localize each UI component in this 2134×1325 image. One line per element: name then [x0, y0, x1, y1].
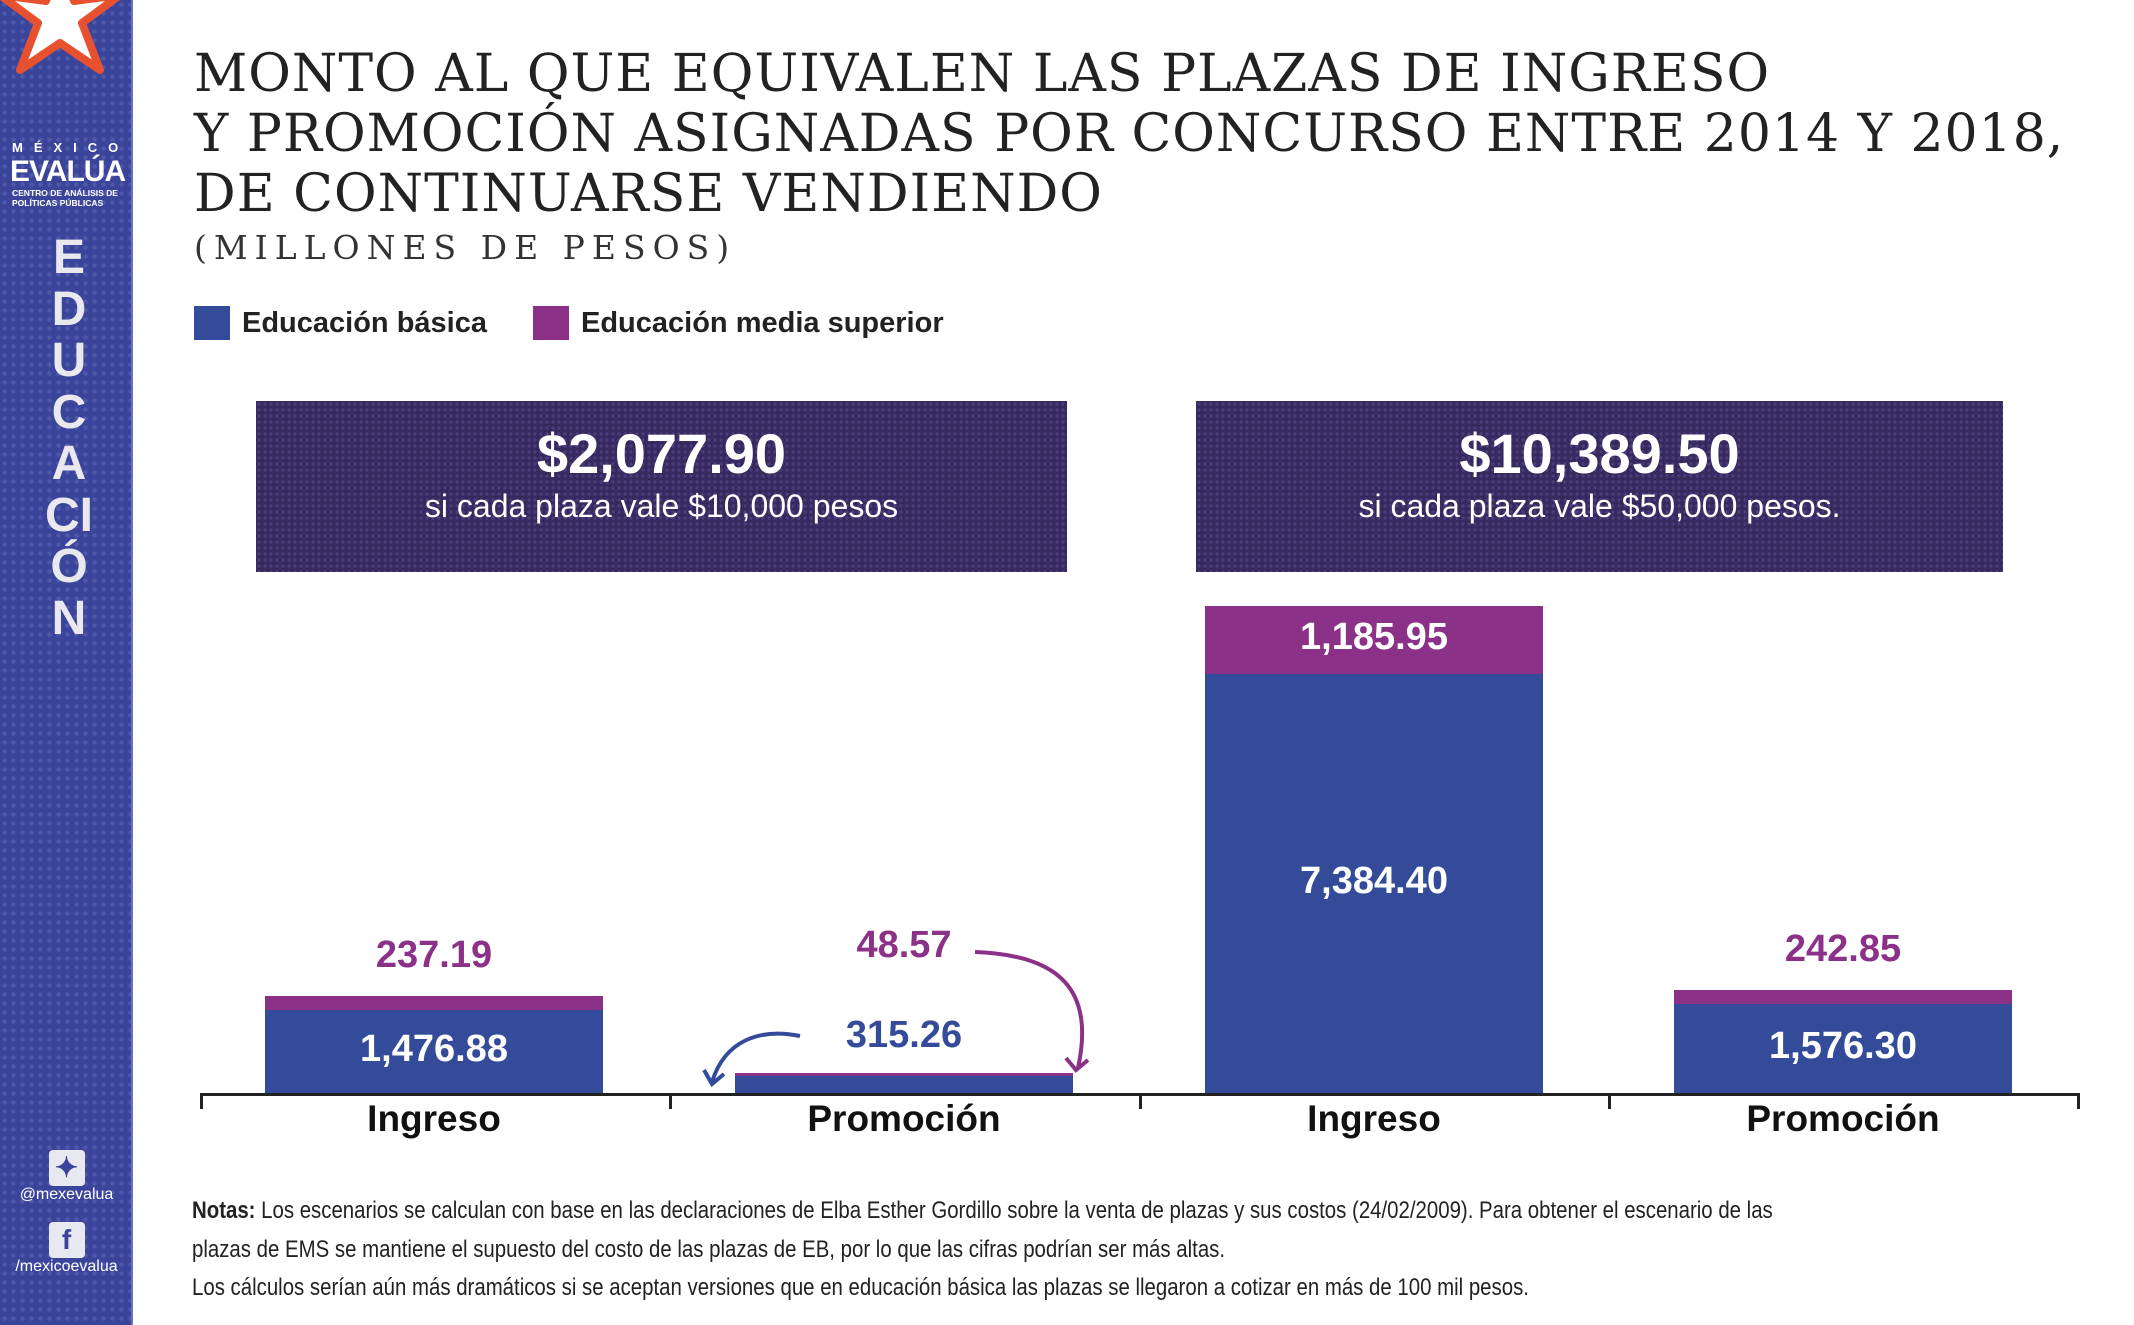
facebook-icon: f	[48, 1222, 85, 1258]
title-line: MONTO AL QUE EQUIVALEN LAS PLAZAS DE ING…	[194, 44, 1771, 104]
value-label-basica: 315.26	[845, 1014, 963, 1057]
brand-tagline: CENTRO DE ANÁLISIS DE POLÍTICAS PÚBLICAS	[12, 188, 118, 208]
x-tick-label: Promoción	[807, 1098, 1001, 1139]
value-label-media: 1,185.95	[1300, 616, 1448, 659]
legend-item-basica: Educación básica	[194, 306, 487, 340]
x-tick-label: Ingreso	[367, 1098, 501, 1139]
facebook-link[interactable]: f /mexicoevalua	[0, 1222, 133, 1276]
arrow-basica-icon	[710, 1031, 801, 1083]
twitter-link[interactable]: ✦ @mexevalua	[0, 1150, 133, 1204]
sidebar: MÉXICO EVALÚA CENTRO DE ANÁLISIS DE POLÍ…	[0, 0, 133, 1325]
value-label-media: 242.85	[1784, 928, 1902, 971]
legend-item-media: Educación media superior	[533, 306, 944, 340]
scenario-box-10000: $2,077.90 si cada plaza vale $10,000 pes…	[256, 401, 1067, 572]
scenario-total: $2,077.90	[536, 422, 787, 485]
title-line: DE CONTINUARSE VENDIENDO	[194, 164, 1103, 224]
axis-tick	[1608, 1093, 1611, 1109]
axis-tick	[200, 1093, 203, 1109]
chart-title: MONTO AL QUE EQUIVALEN LAS PLAZAS DE ING…	[194, 44, 2064, 224]
value-label-basica: 1,476.88	[360, 1027, 508, 1070]
arrow-media-icon	[974, 950, 1085, 1069]
facebook-handle: /mexicoevalua	[15, 1258, 118, 1275]
axis-tick	[1139, 1093, 1142, 1109]
notes: Notas: Los escenarios se calculan con ba…	[192, 1192, 2088, 1308]
section-label: EDUCACIÓN	[45, 231, 93, 645]
value-label-basica: 1,576.30	[1769, 1025, 1917, 1068]
notes-line: Los escenarios se calculan con base en l…	[255, 1197, 1773, 1224]
legend-swatch	[533, 306, 569, 340]
notes-label: Notas:	[192, 1197, 256, 1224]
brand-mexico: MÉXICO	[12, 140, 130, 155]
bar-educacion-basica	[1674, 1004, 2012, 1094]
bar-educacion-basica	[265, 1009, 603, 1094]
scenario-total: $10,389.50	[1459, 422, 1740, 485]
bar-educacion-media-superior	[1674, 990, 2012, 1005]
legend-swatch	[194, 306, 230, 340]
scenario-caption: si cada plaza vale $10,000 pesos	[424, 488, 899, 524]
brand-evalua: EVALÚA	[10, 155, 126, 188]
notes-line: plazas de EMS se mantiene el supuesto de…	[192, 1235, 1226, 1263]
chart-subtitle: (MILLONES DE PESOS)	[194, 228, 737, 267]
logo-star-icon	[0, 0, 120, 74]
legend-label: Educación media superior	[581, 306, 944, 339]
value-label-basica: 7,384.40	[1300, 859, 1448, 902]
axis-tick	[2077, 1093, 2080, 1109]
notes-line: Los cálculos serían aún más dramáticos s…	[192, 1274, 1529, 1301]
value-label-media: 48.57	[856, 924, 952, 967]
bar-educacion-basica	[735, 1076, 1073, 1094]
bar-educacion-media-superior	[735, 1073, 1073, 1077]
x-tick-label: Ingreso	[1307, 1098, 1441, 1139]
bar-educacion-media-superior	[265, 996, 603, 1010]
twitter-handle: @mexevalua	[19, 1186, 114, 1203]
value-label-media: 237.19	[375, 934, 493, 977]
scenario-box-50000: $10,389.50 si cada plaza vale $50,000 pe…	[1196, 401, 2003, 572]
title-line: Y PROMOCIÓN ASIGNADAS POR CONCURSO ENTRE…	[194, 104, 2065, 164]
bar-educacion-basica	[1205, 673, 1543, 1094]
bar-educacion-media-superior	[1205, 606, 1543, 674]
scenario-caption: si cada plaza vale $50,000 pesos.	[1358, 488, 1841, 524]
legend-label: Educación básica	[242, 306, 487, 339]
twitter-icon: ✦	[48, 1150, 85, 1186]
axis-tick	[669, 1093, 672, 1109]
x-tick-label: Promoción	[1746, 1098, 1940, 1139]
